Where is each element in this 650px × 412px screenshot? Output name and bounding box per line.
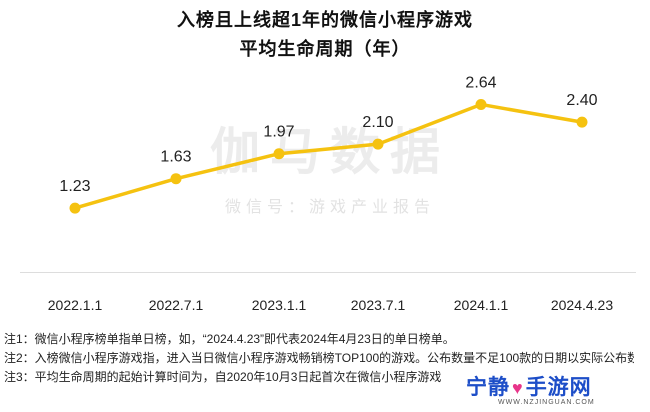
data-label: 2.64	[465, 74, 496, 91]
note-1: 注1：微信小程序榜单指单日榜，如，“2024.4.23”即代表2024年4月23…	[4, 332, 455, 346]
note-2: 注2：入榜微信小程序游戏指，进入当日微信小程序游戏畅销榜TOP100的游戏。公布…	[4, 351, 634, 365]
logo-url: WWW.NZJINGUAN.COM	[498, 399, 595, 406]
x-tick-label: 2023.7.1	[351, 297, 406, 313]
x-axis-line	[20, 272, 636, 273]
data-point	[170, 173, 182, 185]
series-line	[74, 102, 583, 210]
data-point	[576, 116, 588, 128]
x-tick-label: 2022.1.1	[48, 297, 103, 313]
logo-name-right: 手游网	[525, 376, 592, 399]
watermark-sub: 微信号：游戏产业报告	[224, 199, 435, 216]
site-logo[interactable]: 宁静 ♥手游网 WWW.NZJINGUAN.COM	[448, 371, 648, 411]
x-tick-label: 2022.7.1	[149, 297, 204, 313]
footnotes: 注1：微信小程序榜单指单日榜，如，“2024.4.23”即代表2024年4月23…	[4, 330, 646, 387]
data-point	[273, 148, 285, 160]
chart-title-line-2: 平均生命周期（年）	[239, 39, 411, 59]
heart-icon: ♥	[512, 378, 524, 398]
data-point	[372, 138, 384, 150]
data-point	[475, 98, 487, 110]
chart-title-line-1: 入榜且上线超1年的微信小程序游戏	[176, 10, 473, 30]
data-label: 1.63	[160, 149, 191, 166]
x-tick-label: 2024.1.1	[454, 297, 509, 313]
data-label: 2.40	[566, 92, 597, 109]
note-3: 注3：平均生命周期的起始计算时间为，自2020年10月3日起首次在微信小程序游戏	[4, 370, 442, 384]
data-label: 1.97	[263, 124, 294, 141]
logo-name-left: 宁静	[466, 376, 510, 399]
line-chart: 1.23 1.63 1.97 2.10 2.64 2.40 2022.1.1 2022.7.1…	[48, 74, 614, 313]
data-point	[69, 202, 81, 214]
data-label: 1.23	[59, 178, 90, 195]
data-label: 2.10	[362, 114, 393, 131]
x-tick-label: 2023.1.1	[252, 297, 307, 313]
x-tick-label: 2024.4.23	[551, 297, 613, 313]
logo-text: 宁静 ♥手游网	[466, 371, 592, 401]
